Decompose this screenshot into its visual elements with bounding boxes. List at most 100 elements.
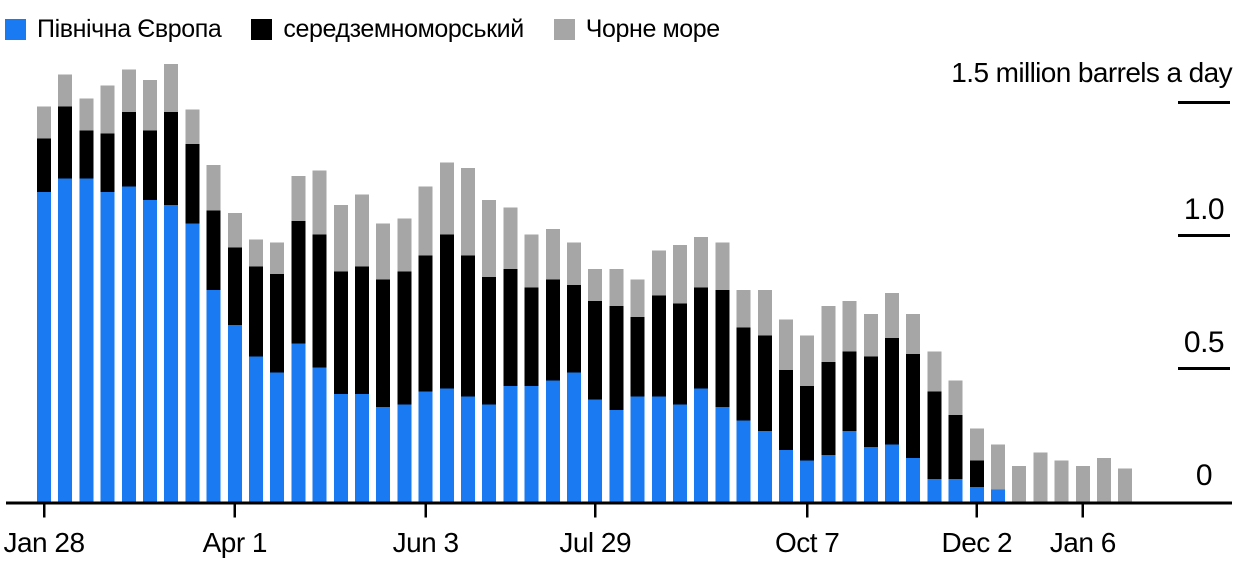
bar-segment-series0-week10 [249, 356, 263, 503]
x-tick-label-jan-28: Jan 28 [3, 527, 85, 558]
bar-segment-series0-week37 [821, 455, 836, 503]
y-tick-line-1 [1178, 234, 1230, 237]
bar-segment-series2-week47 [1033, 452, 1048, 503]
bar-segment-series1-week32 [715, 290, 730, 408]
bar-segment-series2-week30 [673, 244, 687, 304]
bar-segment-series0-week4 [121, 186, 136, 503]
bar-segment-series1-week22 [503, 268, 518, 386]
bar-segment-series2-week34 [757, 290, 772, 336]
bar-segment-series0-week27 [609, 409, 624, 503]
bar-segment-series1-week27 [609, 306, 624, 410]
bar-segment-series0-week11 [270, 372, 285, 503]
bar-segment-series1-week36 [800, 385, 815, 461]
bar-segment-series0-week43 [948, 479, 963, 503]
bar-segment-series1-week11 [270, 274, 285, 373]
bar-segment-series0-week33 [736, 420, 751, 503]
bar-segment-series2-week12 [291, 175, 306, 222]
bar-segment-series0-week6 [164, 205, 179, 503]
bar-segment-series0-week2 [79, 178, 94, 504]
bar-segment-series2-week39 [863, 314, 878, 357]
bar-segment-series0-week35 [779, 449, 793, 503]
bar-segment-series1-week21 [482, 276, 497, 405]
bar-segment-series1-week37 [821, 362, 836, 456]
bar-segment-series0-week5 [143, 199, 157, 503]
bar-segment-series2-week1 [58, 74, 73, 107]
x-tick-label-apr-1: Apr 1 [202, 527, 268, 558]
bar-segment-series0-week23 [524, 385, 539, 503]
bar-segment-series2-week32 [715, 242, 730, 291]
bar-segment-series1-week31 [694, 287, 709, 389]
bar-segment-series1-week8 [206, 210, 221, 291]
bar-segment-series2-week38 [842, 300, 857, 352]
bar-segment-series2-week17 [397, 218, 412, 272]
bar-segment-series0-week29 [651, 396, 666, 503]
x-tick-mark-5 [975, 504, 979, 518]
bar-segment-series1-week20 [461, 255, 475, 397]
bar-segment-series0-week40 [885, 444, 899, 503]
bar-segment-series0-week41 [906, 457, 921, 503]
x-tick-mark-6 [1081, 504, 1085, 518]
bar-segment-series0-week24 [545, 380, 560, 503]
bar-segment-series2-week43 [948, 380, 963, 416]
bar-segment-series2-week42 [927, 351, 942, 392]
bar-segment-series1-week2 [79, 130, 94, 179]
bar-segment-series1-week40 [885, 338, 899, 445]
bar-segment-series2-week23 [524, 234, 539, 288]
legend-swatch-northern-europe [5, 19, 26, 40]
bar-segment-series2-week5 [143, 80, 157, 131]
bar-segment-series1-week35 [779, 370, 793, 450]
legend-swatch-black-sea [553, 19, 575, 40]
bar-segment-series2-week21 [482, 199, 497, 277]
bar-segment-series2-week50 [1097, 457, 1111, 503]
bar-segment-series0-week21 [482, 404, 497, 503]
bar-segment-series2-week7 [185, 109, 200, 144]
bar-segment-series0-week32 [715, 407, 730, 503]
bar-segment-series2-week49 [1075, 465, 1090, 503]
bar-segment-series0-week13 [312, 367, 327, 503]
bar-segment-series0-week22 [503, 385, 518, 503]
bar-segment-series2-week25 [567, 242, 581, 285]
bar-segment-series1-week6 [164, 111, 179, 206]
bar-segment-series1-week26 [588, 300, 603, 400]
bar-segment-series1-week10 [249, 266, 263, 357]
bar-segment-series2-week46 [1012, 465, 1027, 503]
bar-segment-series1-week24 [545, 279, 560, 381]
bar-segment-series0-week12 [291, 343, 306, 503]
bar-segment-series2-week33 [736, 290, 751, 328]
legend-item-mediterranean: середземноморський [251, 16, 524, 43]
x-tick-label-jul-29: Jul 29 [559, 527, 632, 558]
bar-segment-series2-week2 [79, 98, 94, 131]
bar-segment-series2-week24 [545, 229, 560, 280]
bar-segment-series0-week38 [842, 431, 857, 503]
bar-segment-series0-week20 [461, 396, 475, 503]
bar-segment-series2-week48 [1054, 460, 1069, 503]
bar-segment-series0-week7 [185, 223, 200, 503]
x-tick-label-jan-6: Jan 6 [1049, 527, 1117, 558]
bar-segment-series0-week25 [567, 372, 581, 503]
y-tick-label-0.5: 0.5 [1183, 326, 1225, 359]
x-tick-mark-2 [424, 504, 427, 518]
bar-segment-series0-week16 [376, 407, 391, 503]
bar-segment-series0-week44 [969, 487, 984, 503]
bar-segment-series0-week42 [927, 479, 942, 503]
bar-segment-series1-week33 [736, 327, 751, 421]
bar-segment-series1-week25 [567, 284, 581, 373]
bar-segment-series2-week27 [609, 268, 624, 307]
legend-item-northern-europe: Північна Європа [5, 16, 222, 43]
bar-segment-series1-week12 [291, 221, 306, 344]
bar-segment-series1-week29 [651, 295, 666, 397]
bar-segment-series0-week39 [863, 447, 878, 503]
bar-segment-series2-week15 [355, 194, 369, 267]
bar-segment-series1-week7 [185, 143, 200, 224]
x-tick-mark-1 [233, 504, 237, 518]
bar-segment-series1-week30 [673, 303, 687, 405]
bar-segment-series1-week28 [630, 316, 645, 397]
bar-segment-series0-week1 [58, 178, 73, 504]
bar-segment-series1-week0 [37, 138, 51, 192]
bar-segment-series0-week17 [397, 404, 412, 503]
y-tick-line-1.5 [1178, 101, 1230, 104]
bar-segment-series0-week31 [694, 388, 709, 503]
bar-segment-series0-week36 [800, 460, 815, 503]
